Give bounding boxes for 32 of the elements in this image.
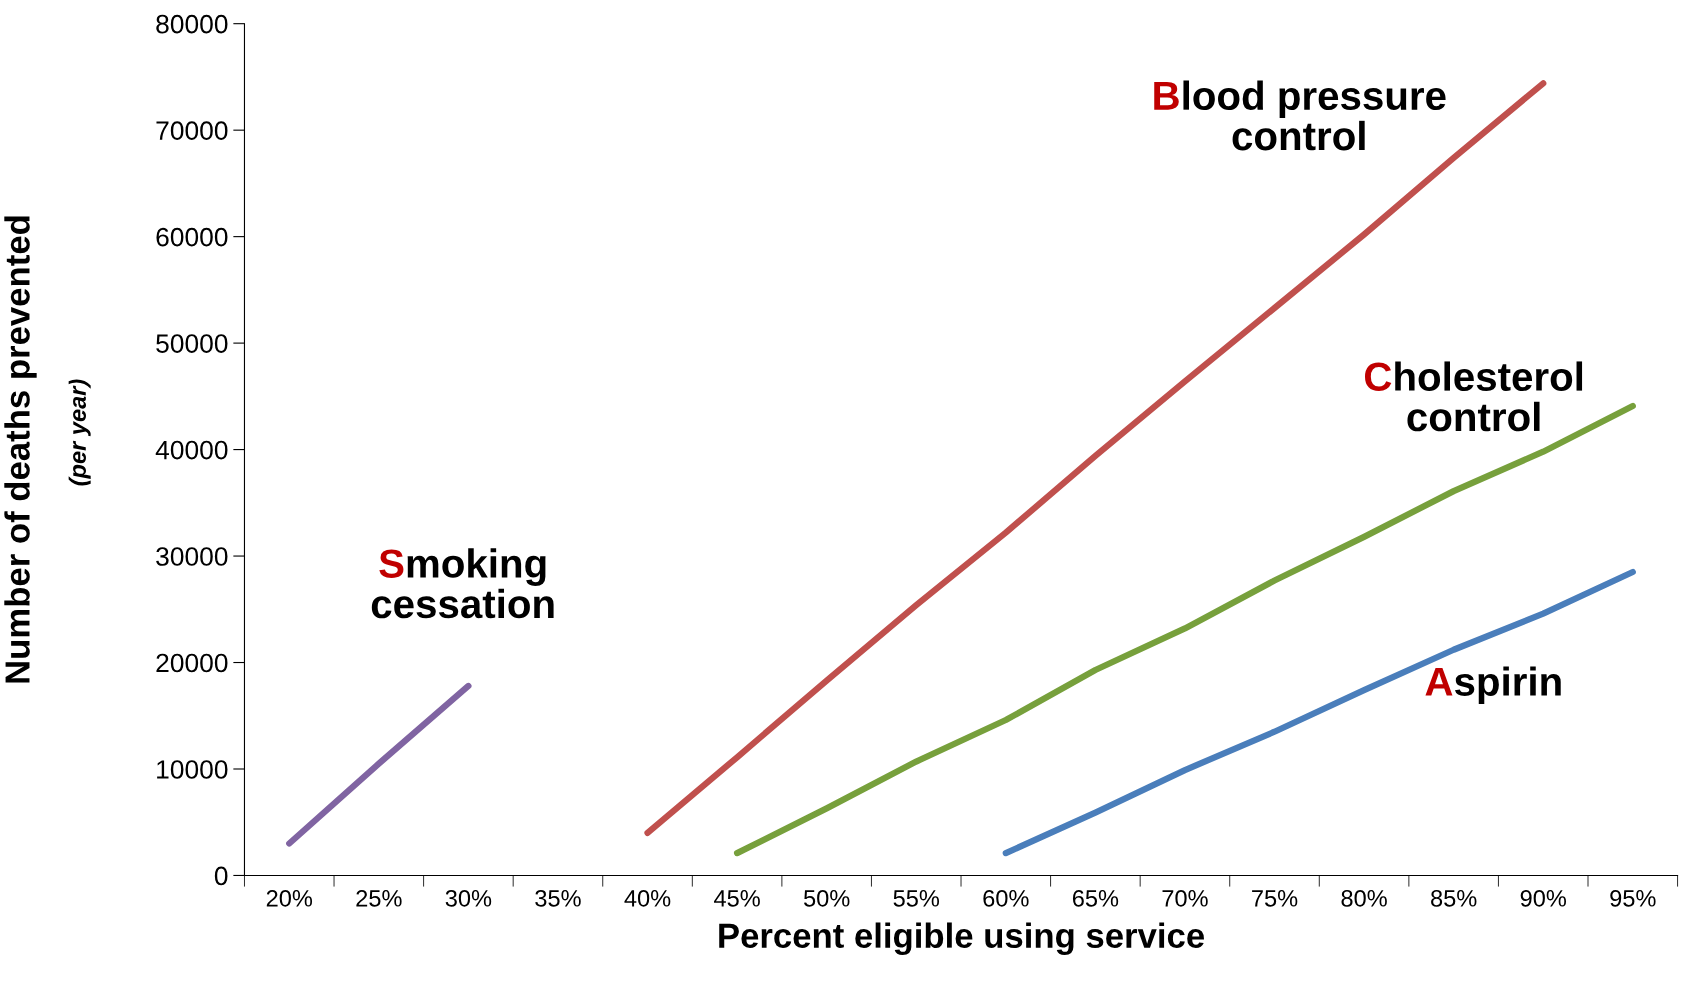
x-tick-label: 70% (1162, 889, 1208, 907)
x-tick-label: 50% (803, 889, 850, 907)
x-tick-label: 45% (714, 890, 760, 907)
y-tick-label: 20000 (156, 653, 228, 673)
y-tick-label: 50000 (156, 334, 228, 353)
x-tick-label: 65% (1072, 889, 1119, 907)
x-tick-label: 55% (893, 890, 940, 907)
y-tick-label: 60000 (156, 227, 228, 247)
x-tick-label: 85% (1431, 889, 1477, 907)
x-tick-label: 40% (624, 889, 671, 907)
series-label: Blood pressure control (1154, 80, 1446, 151)
y-tick-label: 80000 (156, 14, 228, 34)
y-tick-label: 40000 (155, 440, 228, 460)
x-tick-label: 20% (266, 889, 313, 907)
x-tick-label: 35% (535, 889, 581, 907)
y-tick-label: 70000 (156, 121, 228, 140)
x-tick-label: 80% (1341, 889, 1387, 907)
x-axis-title: Percent eligible using service (719, 922, 1204, 955)
x-tick-label: 90% (1520, 889, 1567, 907)
series-label: Cholesterol control (1365, 361, 1583, 432)
text: Smoking cessation (371, 548, 554, 619)
x-tick-label: 60% (983, 889, 1029, 907)
y-tick-label: 30000 (156, 547, 228, 566)
text: (per year) (68, 379, 91, 486)
y-tick-label: 10000 (157, 760, 228, 779)
x-tick-label: 95% (1610, 889, 1656, 907)
series-label: Aspirin (1425, 666, 1561, 704)
y-axis-title: Number of deaths prevented (4, 216, 37, 683)
x-tick-label: 75% (1252, 890, 1298, 907)
x-tick-label: 25% (356, 889, 402, 907)
x-tick-label: 30% (445, 889, 492, 907)
y-tick-label: 0 (214, 866, 228, 886)
